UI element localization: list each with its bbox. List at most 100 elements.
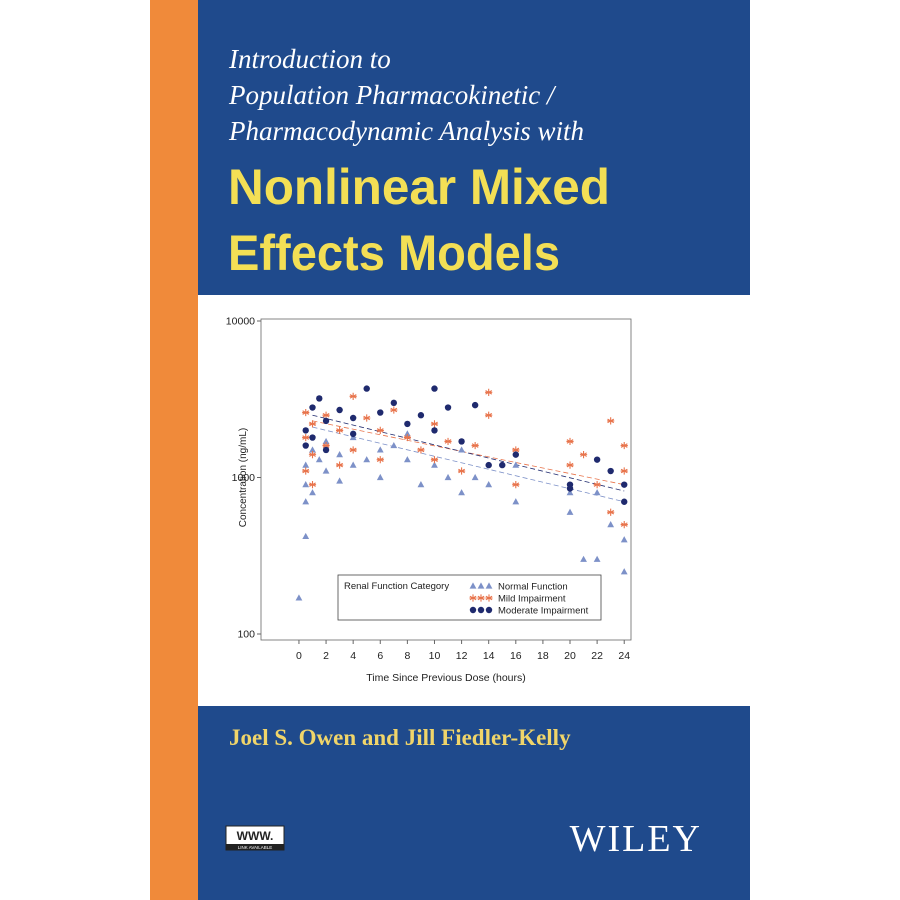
triangle-marker [376, 473, 384, 481]
circle-marker [316, 395, 323, 402]
trend-line [312, 426, 625, 503]
circle-marker [309, 434, 316, 441]
asterisk-marker [512, 446, 520, 454]
legend-label: Normal Function [498, 582, 568, 593]
asterisk-marker [607, 417, 615, 425]
asterisk-marker [485, 411, 493, 419]
legend-label: Mild Impairment [498, 594, 566, 605]
x-tick-label: 24 [618, 650, 630, 662]
circle-marker [349, 414, 357, 422]
asterisk-marker [607, 508, 615, 516]
asterisk-marker [471, 441, 479, 450]
badge-text: WWW. [237, 829, 274, 843]
circle-marker [471, 401, 479, 409]
triangle-marker [315, 456, 323, 463]
trend-line [312, 414, 625, 492]
circle-marker [302, 427, 309, 434]
triangle-marker [295, 594, 303, 601]
circle-marker [485, 461, 492, 469]
triangle-marker [458, 446, 465, 453]
asterisk-marker [430, 420, 439, 428]
plot-frame [260, 318, 632, 641]
circle-marker [621, 498, 628, 505]
trend-line [312, 420, 625, 486]
triangle-marker [309, 489, 316, 496]
y-axis-label: Concentration (ng/mL) [238, 428, 249, 528]
triangle-marker [566, 508, 574, 515]
asterisk-marker [566, 461, 574, 469]
legend-label: Moderate Impairment [498, 606, 589, 617]
x-tick-label: 18 [537, 650, 549, 662]
asterisk-marker [376, 456, 384, 464]
circle-marker [593, 456, 601, 463]
asterisk-marker [444, 437, 452, 446]
x-tick-label: 6 [377, 650, 383, 662]
circle-marker [309, 404, 316, 411]
x-tick-label: 4 [350, 650, 356, 662]
triangle-marker [620, 568, 628, 575]
circle-marker [390, 399, 398, 407]
asterisk-marker [336, 461, 344, 469]
circle-marker [458, 438, 465, 445]
x-tick-label: 20 [564, 650, 576, 662]
circle-marker [499, 461, 506, 469]
circle-marker [431, 427, 438, 434]
asterisk-marker [430, 456, 439, 464]
legend-title: Renal Function Category [344, 581, 449, 592]
triangle-marker [566, 489, 574, 496]
triangle-marker [349, 461, 357, 468]
legend-marker [485, 594, 493, 602]
badge-band [226, 844, 284, 850]
title-line: Effects Models [228, 225, 560, 281]
asterisk-marker [512, 481, 520, 489]
asterisk-marker [620, 441, 628, 450]
asterisk-marker [457, 467, 466, 475]
circle-marker [322, 417, 330, 425]
bottom-panel [198, 706, 750, 900]
triangle-marker [485, 481, 493, 488]
triangle-marker [302, 532, 310, 540]
y-tick-label: 1000 [232, 472, 256, 484]
triangle-marker [444, 473, 452, 481]
legend-marker [477, 606, 485, 614]
triangle-marker [390, 441, 398, 449]
x-tick-label: 12 [456, 650, 468, 662]
badge-subtext: LINK AVAILABLE [238, 845, 273, 850]
subtitle-line: Population Pharmacokinetic / [228, 80, 557, 110]
triangle-marker [607, 521, 615, 528]
triangle-marker [580, 555, 587, 562]
asterisk-marker [349, 392, 357, 400]
x-tick-label: 22 [591, 650, 603, 662]
triangle-marker [336, 451, 344, 458]
circle-marker [621, 481, 628, 488]
x-tick-label: 16 [510, 650, 522, 662]
legend-marker [469, 606, 477, 614]
triangle-marker [302, 461, 310, 468]
legend-marker [485, 606, 493, 614]
y-tick-label: 100 [237, 629, 255, 641]
legend-marker [477, 582, 485, 589]
legend-marker [477, 594, 485, 602]
circle-marker [431, 385, 438, 392]
triangle-marker [403, 456, 411, 463]
asterisk-marker [322, 441, 330, 450]
asterisk-marker [308, 481, 317, 489]
asterisk-marker [593, 481, 601, 489]
asterisk-marker [349, 446, 357, 454]
circle-marker [512, 451, 519, 458]
asterisk-marker [620, 467, 628, 475]
triangle-marker [512, 461, 520, 468]
circle-marker [336, 406, 343, 414]
subtitle-line: Introduction to [228, 44, 391, 74]
triangle-marker [620, 536, 628, 543]
asterisk-marker [308, 451, 317, 459]
asterisk-marker [376, 426, 384, 434]
asterisk-marker [620, 521, 628, 529]
triangle-marker [458, 489, 465, 496]
asterisk-marker [322, 411, 330, 419]
legend-marker [469, 594, 477, 602]
asterisk-marker [390, 406, 398, 414]
subtitle-line: Pharmacodynamic Analysis with [228, 116, 584, 146]
